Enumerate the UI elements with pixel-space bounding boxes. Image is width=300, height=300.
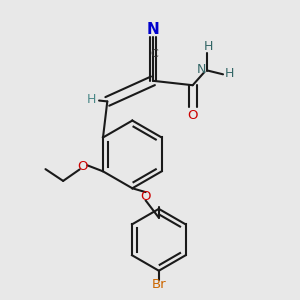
Text: O: O (77, 160, 88, 173)
Text: H: H (204, 40, 214, 53)
Text: N: N (196, 62, 206, 76)
Text: O: O (140, 190, 151, 203)
Text: H: H (86, 93, 96, 106)
Text: N: N (147, 22, 159, 37)
Text: H: H (225, 67, 234, 80)
Text: O: O (188, 109, 198, 122)
Text: Br: Br (152, 278, 166, 291)
Text: C: C (150, 49, 158, 59)
